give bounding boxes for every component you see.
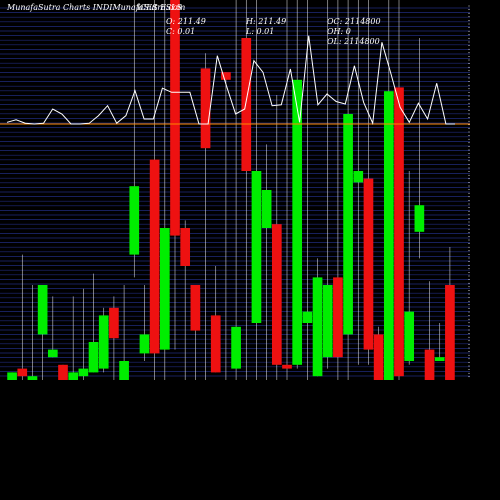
candle-body xyxy=(383,91,394,380)
candle-body xyxy=(68,372,79,380)
candle-body xyxy=(78,368,89,377)
candle-body xyxy=(98,315,109,369)
site-label: MunafaSutra Charts INDIMunafaSutra.com xyxy=(6,3,186,12)
candle-body xyxy=(210,315,221,373)
low-value: L: 0.01 xyxy=(245,27,274,36)
candle-body xyxy=(17,368,28,377)
candle-body xyxy=(282,364,292,369)
candle-body xyxy=(434,357,445,361)
candle-body xyxy=(414,205,425,232)
candle-body xyxy=(333,277,343,358)
candle-body xyxy=(109,307,119,339)
candle-body xyxy=(200,68,211,149)
symbol-label: ICES FSLS xyxy=(136,3,182,12)
bottom-panel xyxy=(0,380,500,500)
high-value: H: 211.49 xyxy=(245,17,286,26)
candle-layer xyxy=(7,0,455,380)
candle-body xyxy=(170,0,180,236)
candle-body xyxy=(445,285,455,380)
candle-body xyxy=(27,376,38,380)
candle-body xyxy=(231,326,241,369)
indicator-layer xyxy=(0,35,470,126)
candle-body xyxy=(343,114,353,335)
candle-body xyxy=(129,186,140,255)
candle-body xyxy=(292,79,303,365)
open-value: O: 211.49 xyxy=(166,17,206,26)
candle-body xyxy=(47,349,58,358)
candle-body xyxy=(353,171,364,183)
candle-body xyxy=(159,228,170,350)
candle-body xyxy=(221,72,231,80)
candle-body xyxy=(404,311,415,361)
candle-body xyxy=(190,285,201,331)
candle-body xyxy=(251,171,262,323)
candle-body xyxy=(394,87,404,377)
candle-body xyxy=(241,38,252,171)
candle-body xyxy=(180,228,191,266)
right-axis xyxy=(468,5,470,378)
close-value: C: 0.01 xyxy=(166,27,195,36)
candle-body xyxy=(37,285,48,335)
candle-body xyxy=(322,285,333,358)
candle-body xyxy=(7,372,17,380)
ol-value: OL: 2114800 xyxy=(327,37,380,46)
candle-body xyxy=(424,349,435,380)
candle-body xyxy=(139,334,150,354)
candle-body xyxy=(302,311,313,323)
candle-body xyxy=(271,224,282,365)
oh-value: OH: 0 xyxy=(327,27,351,36)
indicator-line xyxy=(6,35,455,126)
candle-body xyxy=(149,159,160,354)
candle-body xyxy=(58,364,68,380)
candle-body xyxy=(373,334,384,380)
candle-body xyxy=(119,361,129,380)
candle-body xyxy=(312,277,323,377)
oc-value: OC: 2114800 xyxy=(327,17,381,26)
candle-body xyxy=(88,342,99,373)
candle-body xyxy=(261,190,272,228)
candle-body xyxy=(363,178,374,350)
